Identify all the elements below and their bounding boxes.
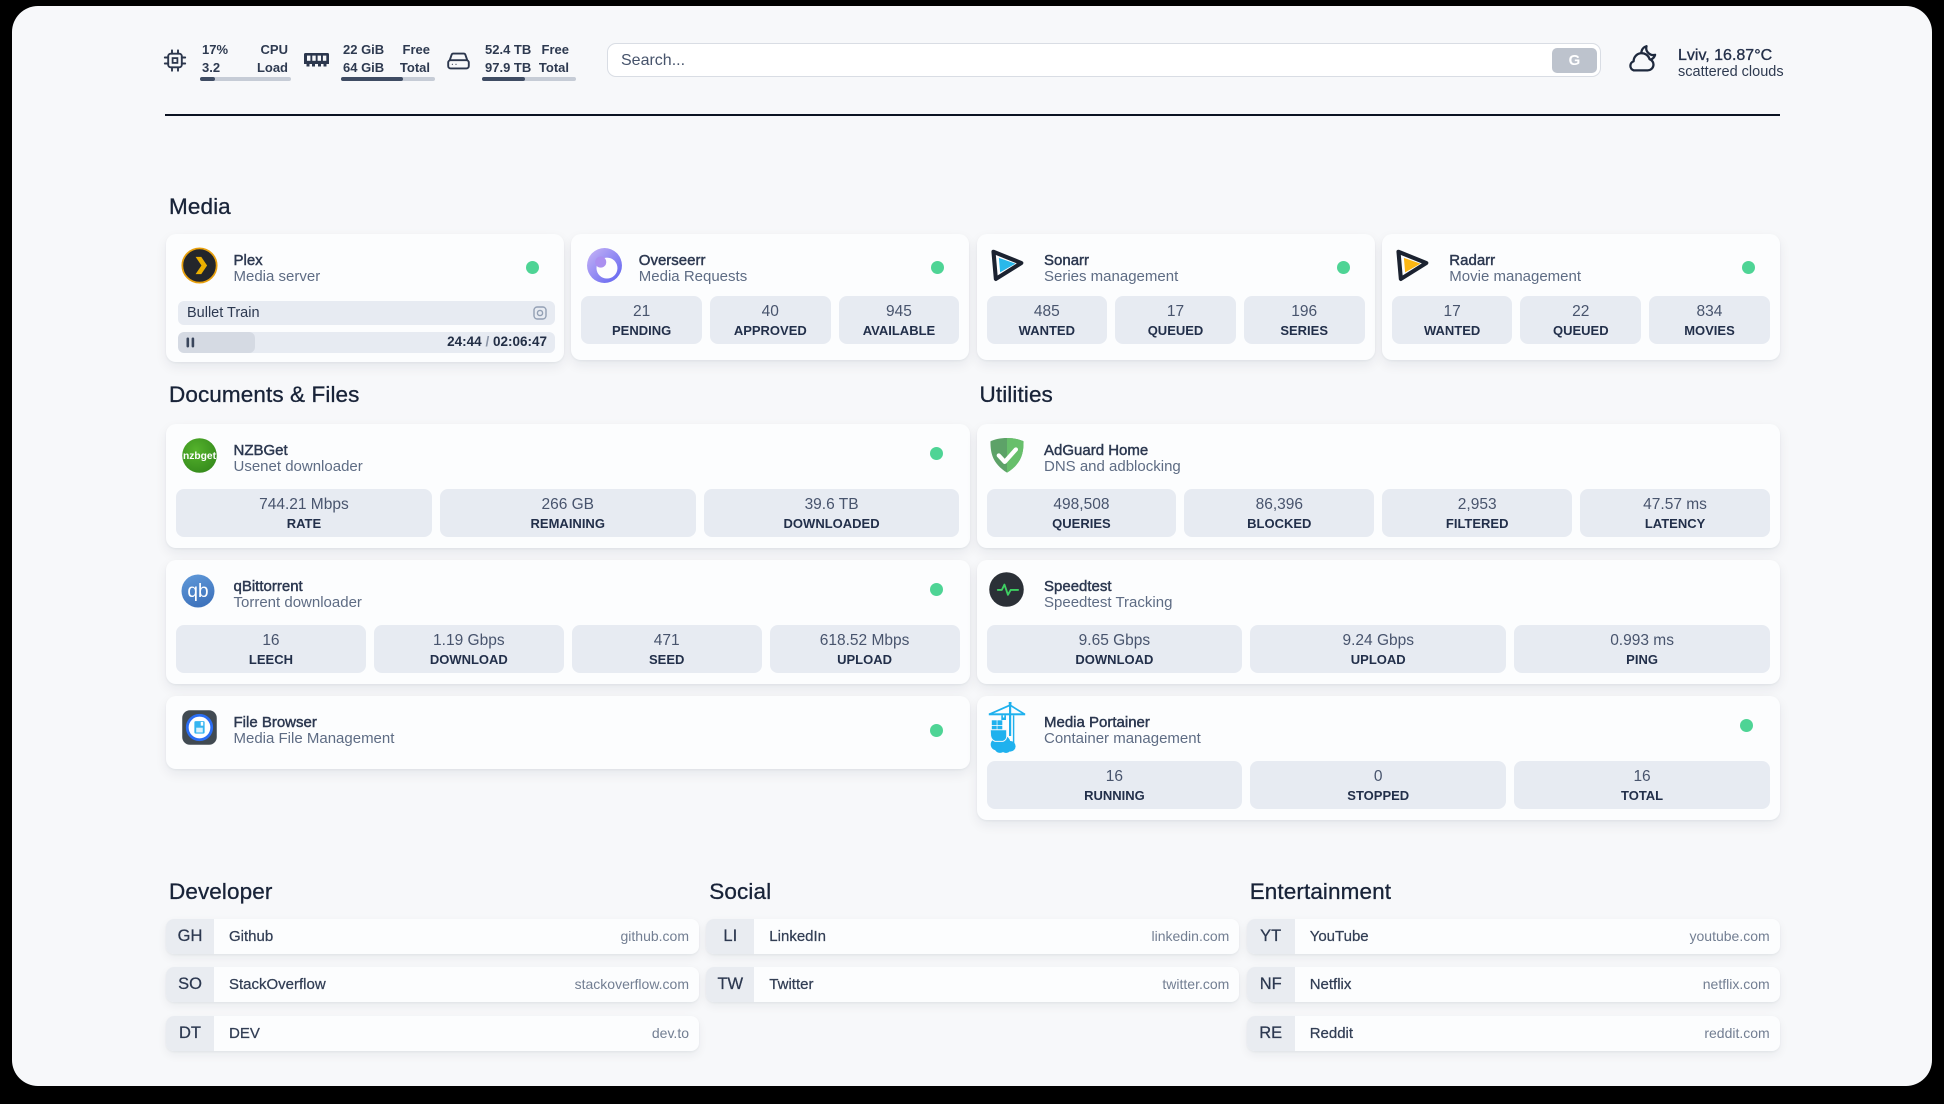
- svg-text:nzbget: nzbget: [183, 451, 217, 462]
- svg-text:qb: qb: [187, 581, 208, 602]
